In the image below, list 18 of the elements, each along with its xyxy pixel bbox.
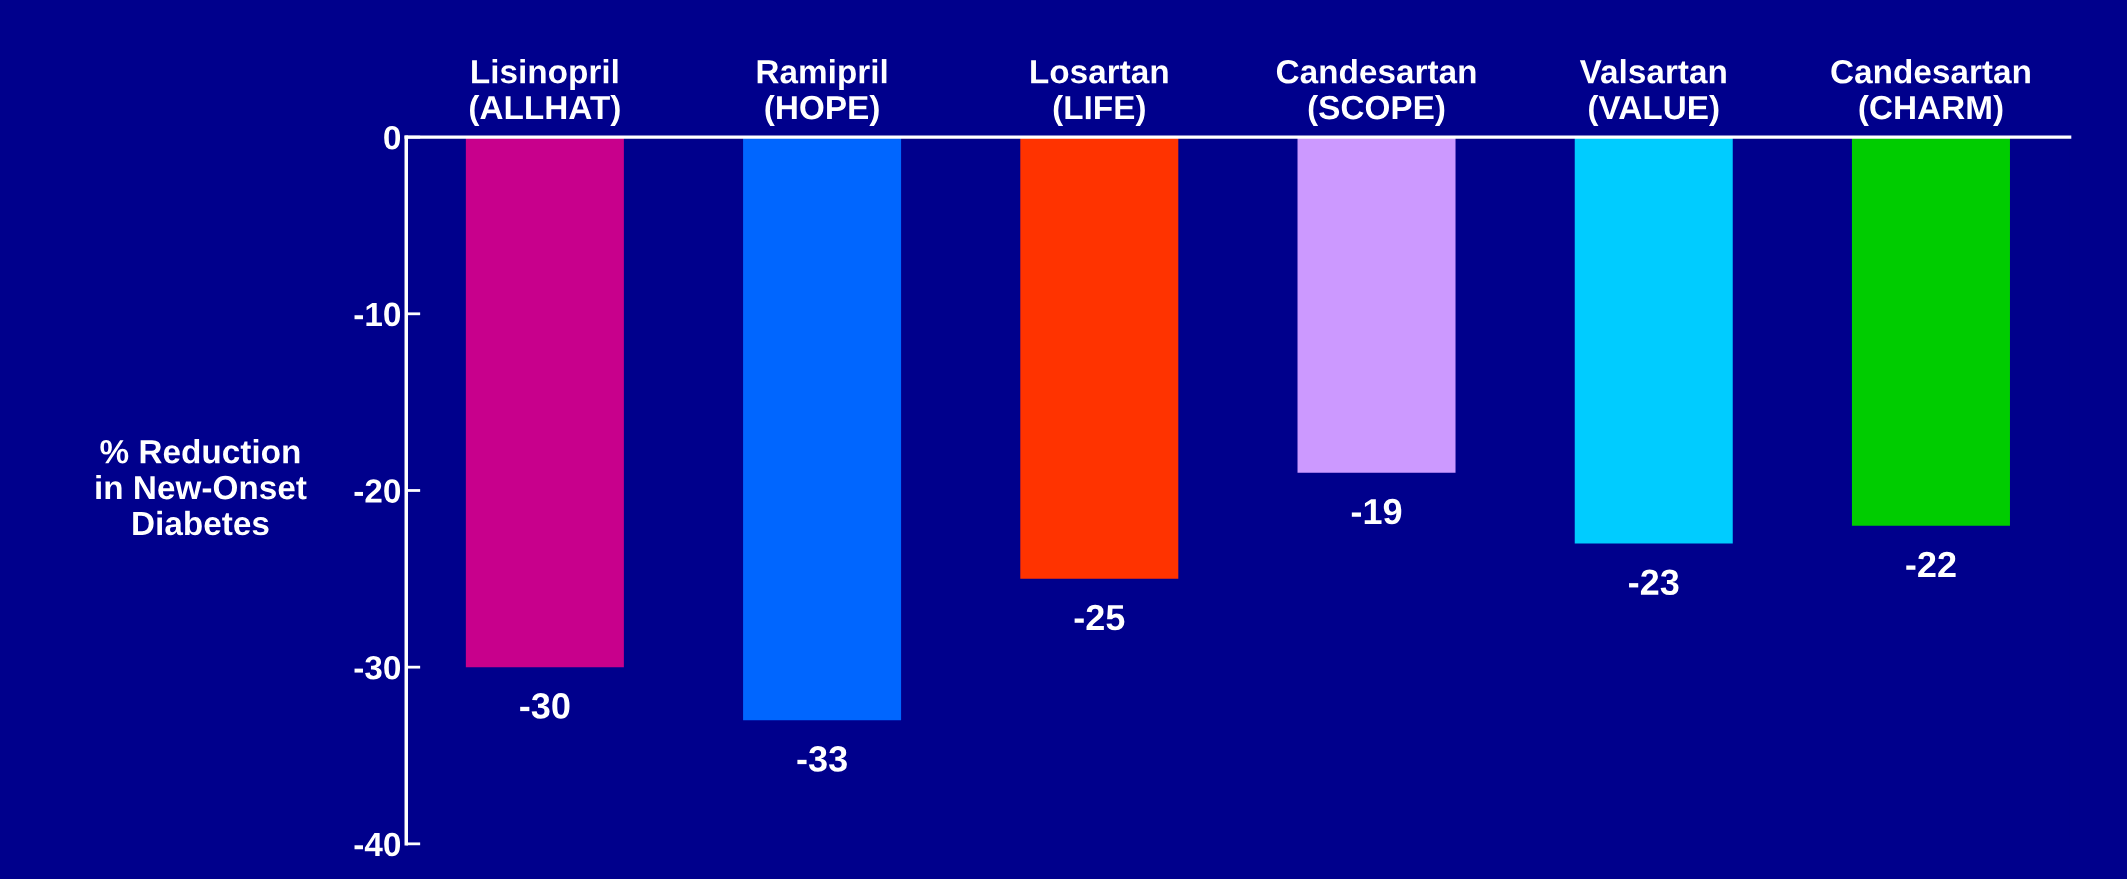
data-label: -33 — [797, 746, 847, 772]
x-tick-label: Valsartan (VALUE) — [1579, 59, 1726, 127]
y-axis-title: % Reduction in New-Onset Diabetes — [96, 439, 307, 536]
data-label: -19 — [1351, 498, 1402, 525]
x-tick-label: Ramipril (HOPE) — [757, 59, 887, 127]
x-tick-label: Lisinopril (ALLHAT) — [470, 59, 620, 127]
data-label: -23 — [1629, 569, 1679, 596]
y-tick-label: 0 — [384, 125, 401, 150]
y-tick-label: -20 — [354, 479, 401, 503]
data-label: -30 — [520, 693, 570, 719]
data-label: -22 — [1906, 551, 1956, 577]
x-tick-label: Candesartan (CHARM) — [1831, 59, 2030, 127]
data-label: -25 — [1074, 604, 1125, 631]
y-tick-label: -30 — [354, 655, 401, 680]
x-tick-label: Losartan (LIFE) — [1031, 60, 1168, 127]
y-tick-label: -10 — [354, 302, 401, 327]
y-tick-label: -40 — [354, 832, 401, 857]
x-tick-label: Candesartan (SCOPE) — [1276, 59, 1476, 127]
